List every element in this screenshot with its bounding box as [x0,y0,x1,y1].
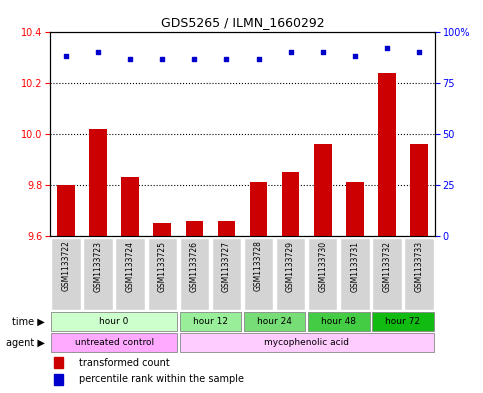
Bar [314,144,331,236]
Point [223,55,230,62]
Bar [372,312,434,331]
Text: mycophenolic acid: mycophenolic acid [264,338,349,347]
Point [287,49,295,55]
Title: GDS5265 / ILMN_1660292: GDS5265 / ILMN_1660292 [161,17,324,29]
Bar [410,144,428,236]
Bar [154,223,171,236]
Bar [180,312,241,331]
Point [190,55,198,62]
Text: GSM1133731: GSM1133731 [350,241,359,292]
Point [62,53,70,60]
Text: GSM1133723: GSM1133723 [94,241,102,292]
Bar [84,237,113,310]
Bar [54,357,63,368]
Point [94,49,102,55]
Bar [185,221,203,236]
Text: GSM1133727: GSM1133727 [222,241,231,292]
Point [351,53,359,60]
Text: GSM1133725: GSM1133725 [158,241,167,292]
Bar [404,237,434,310]
Text: GSM1133730: GSM1133730 [318,241,327,292]
Bar [51,312,177,331]
Text: hour 72: hour 72 [385,317,420,326]
Point [127,55,134,62]
Text: agent ▶: agent ▶ [6,338,45,347]
Bar [57,185,75,236]
Bar [121,177,139,236]
Bar [308,312,369,331]
Text: GSM1133729: GSM1133729 [286,241,295,292]
Text: time ▶: time ▶ [13,316,45,327]
Bar [115,237,145,310]
Point [158,55,166,62]
Text: untreated control: untreated control [74,338,154,347]
Bar [89,129,107,236]
Bar [340,237,369,310]
Bar [212,237,241,310]
Text: GSM1133728: GSM1133728 [254,241,263,291]
Bar [378,73,396,236]
Text: transformed count: transformed count [79,358,170,368]
Bar [244,312,305,331]
Bar [282,172,299,236]
Point [319,49,327,55]
Text: percentile rank within the sample: percentile rank within the sample [79,374,244,384]
Bar [346,182,364,236]
Text: GSM1133722: GSM1133722 [61,241,71,291]
Point [383,45,391,51]
Bar [147,237,177,310]
Point [255,55,262,62]
Bar [244,237,273,310]
Bar [250,182,268,236]
Text: GSM1133726: GSM1133726 [190,241,199,292]
Text: hour 12: hour 12 [193,317,228,326]
Bar [51,333,177,352]
Text: GSM1133732: GSM1133732 [383,241,391,292]
Text: hour 0: hour 0 [99,317,129,326]
Text: GSM1133733: GSM1133733 [414,241,424,292]
Text: hour 24: hour 24 [257,317,292,326]
Text: GSM1133724: GSM1133724 [126,241,135,292]
Text: hour 48: hour 48 [321,317,356,326]
Bar [180,237,209,310]
Point [415,49,423,55]
Bar [54,374,63,385]
Bar [51,237,81,310]
Bar [372,237,402,310]
Bar [308,237,338,310]
Bar [218,221,235,236]
Bar [276,237,305,310]
Bar [180,333,434,352]
